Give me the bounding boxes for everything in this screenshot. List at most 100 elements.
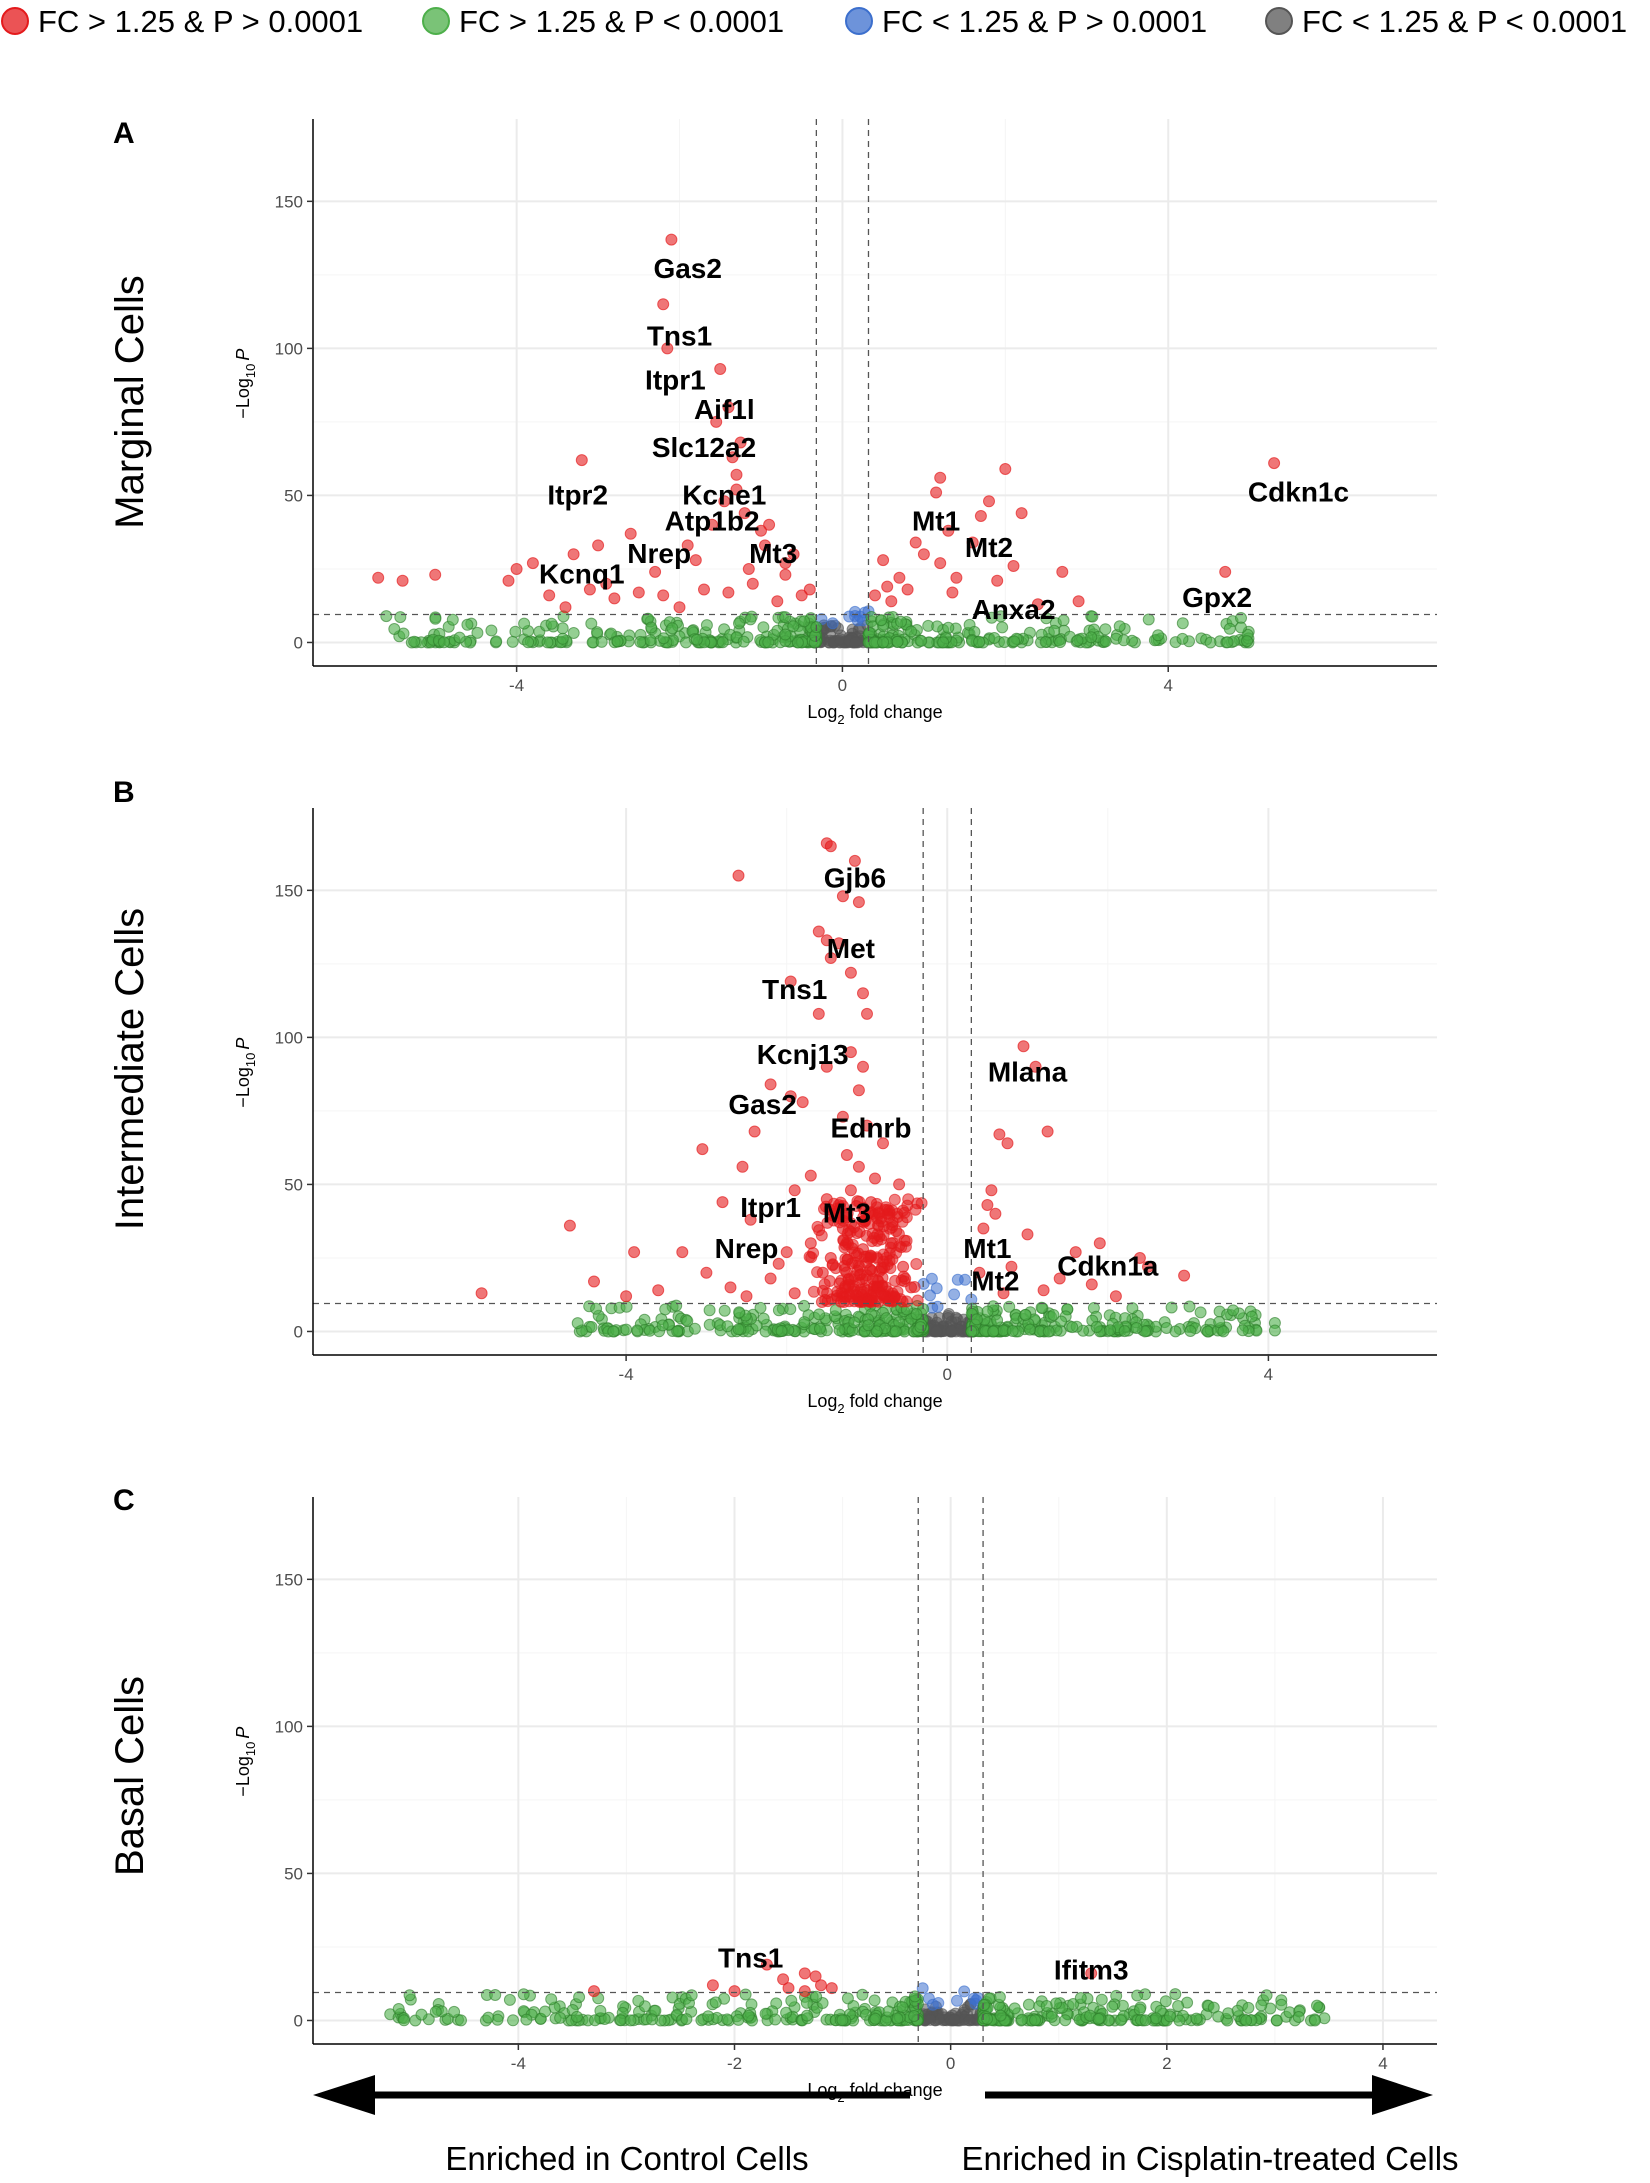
point-significant [916, 1198, 927, 1209]
point-fc-only [519, 618, 530, 629]
legend-item-2: FC < 1.25 & P > 0.0001 [846, 4, 1207, 39]
point-fc-only [612, 636, 623, 647]
y-tick-label: 100 [275, 339, 303, 358]
gene-label: Atp1b2 [665, 506, 760, 537]
point-fc-only [916, 635, 927, 646]
point-fc-only [915, 1322, 926, 1333]
point-significant [797, 1097, 808, 1108]
point-significant [845, 1185, 856, 1196]
point-fc-only [681, 2014, 692, 2025]
x-tick-label: -4 [619, 1365, 634, 1384]
point-fc-only [483, 2012, 494, 2023]
row-label-intermediate: Intermediate Cells [108, 908, 152, 1230]
point-significant [805, 1170, 816, 1181]
point-fc-only [546, 1994, 557, 2005]
gene-label: Mt2 [971, 1265, 1019, 1296]
point-significant [858, 1244, 869, 1255]
point-fc-only [1269, 1325, 1280, 1336]
point-fc-only [1023, 1999, 1034, 2010]
point-significant [1018, 1041, 1029, 1052]
point-fc-only [646, 622, 657, 633]
y-tick-label: 150 [275, 1570, 303, 1589]
point-fc-only [773, 1305, 784, 1316]
point-significant [935, 558, 946, 569]
point-significant [511, 564, 522, 575]
caption-control: Enriched in Control Cells [445, 2140, 808, 2177]
row-label-marginal: Marginal Cells [108, 275, 152, 528]
plot-area-b: Gjb6MetTns1Kcnj13Gas2EdnrbItpr1 Mt3NrepMl… [233, 808, 1437, 1416]
point-significant [886, 596, 897, 607]
plot-area-c: Tns1Ifitm3050100150-4-2024Log2 fold chan… [233, 1497, 1437, 2105]
panel-letter-b: B [113, 776, 135, 809]
point-fc-only [760, 1326, 771, 1337]
point-fc-only [801, 1997, 812, 2008]
point-pval-only [959, 1986, 970, 1997]
point-fc-only [837, 2015, 848, 2026]
point-significant [898, 1261, 909, 1272]
point-fc-only [555, 2012, 566, 2023]
point-fc-only [815, 1323, 826, 1334]
legend-label-0: FC > 1.25 & P > 0.0001 [38, 4, 363, 39]
point-fc-only [557, 633, 568, 644]
point-significant [841, 1150, 852, 1161]
caption-cisplatin: Enriched in Cisplatin-treated Cells [961, 2140, 1458, 2177]
point-fc-only [799, 1300, 810, 1311]
point-fc-only [633, 1995, 644, 2006]
point-fc-only [1185, 1326, 1196, 1337]
point-fc-only [780, 629, 791, 640]
point-significant [947, 587, 958, 598]
point-significant [799, 1968, 810, 1979]
point-pval-only [949, 1289, 960, 1300]
point-fc-only [733, 1324, 744, 1335]
point-fc-only [1261, 1990, 1272, 2001]
point-fc-only [719, 1305, 730, 1316]
point-fc-only [682, 1316, 693, 1327]
point-fc-only [395, 612, 406, 623]
point-fc-only [1191, 2013, 1202, 2024]
point-fc-only [1007, 1326, 1018, 1337]
point-fc-only [571, 2011, 582, 2022]
x-tick-label: -4 [509, 676, 524, 695]
point-significant [560, 602, 571, 613]
point-significant [789, 1288, 800, 1299]
point-fc-only [595, 2005, 606, 2016]
point-fc-only [982, 1306, 993, 1317]
point-fc-only [740, 1989, 751, 2000]
point-fc-only [1213, 2011, 1224, 2022]
point-fc-only [799, 1317, 810, 1328]
point-significant [749, 1126, 760, 1137]
point-significant [527, 558, 538, 569]
point-significant [1269, 458, 1280, 469]
point-fc-only [1246, 1311, 1257, 1322]
point-fc-only [1177, 633, 1188, 644]
point-fc-only [1224, 623, 1235, 634]
point-fc-only [1067, 1322, 1078, 1333]
gene-label: Tns1 [647, 320, 712, 351]
point-significant [884, 1223, 895, 1234]
point-fc-only [632, 1325, 643, 1336]
point-fc-only [523, 637, 534, 648]
point-significant [1073, 596, 1084, 607]
point-fc-only [416, 2009, 427, 2020]
point-fc-only [1043, 1326, 1054, 1337]
point-significant [890, 1275, 901, 1286]
point-fc-only [878, 637, 889, 648]
point-fc-only [472, 627, 483, 638]
row-label-basal: Basal Cells [108, 1676, 152, 1876]
point-significant [840, 1239, 851, 1250]
point-significant [1042, 1126, 1053, 1137]
gene-label: Itpr2 [547, 479, 608, 510]
point-fc-only [992, 1315, 1003, 1326]
point-fc-only [1046, 2011, 1057, 2022]
y-axis-title: −Log10P [233, 349, 258, 419]
gene-label: Cdkn1c [1248, 476, 1349, 507]
point-significant [899, 1235, 910, 1246]
point-significant [813, 926, 824, 937]
point-fc-only [1177, 618, 1188, 629]
point-significant [804, 584, 815, 595]
point-significant [701, 1267, 712, 1278]
y-tick-label: 0 [294, 1322, 303, 1341]
point-fc-only [1075, 1993, 1086, 2004]
legend-swatch-2 [846, 8, 872, 34]
